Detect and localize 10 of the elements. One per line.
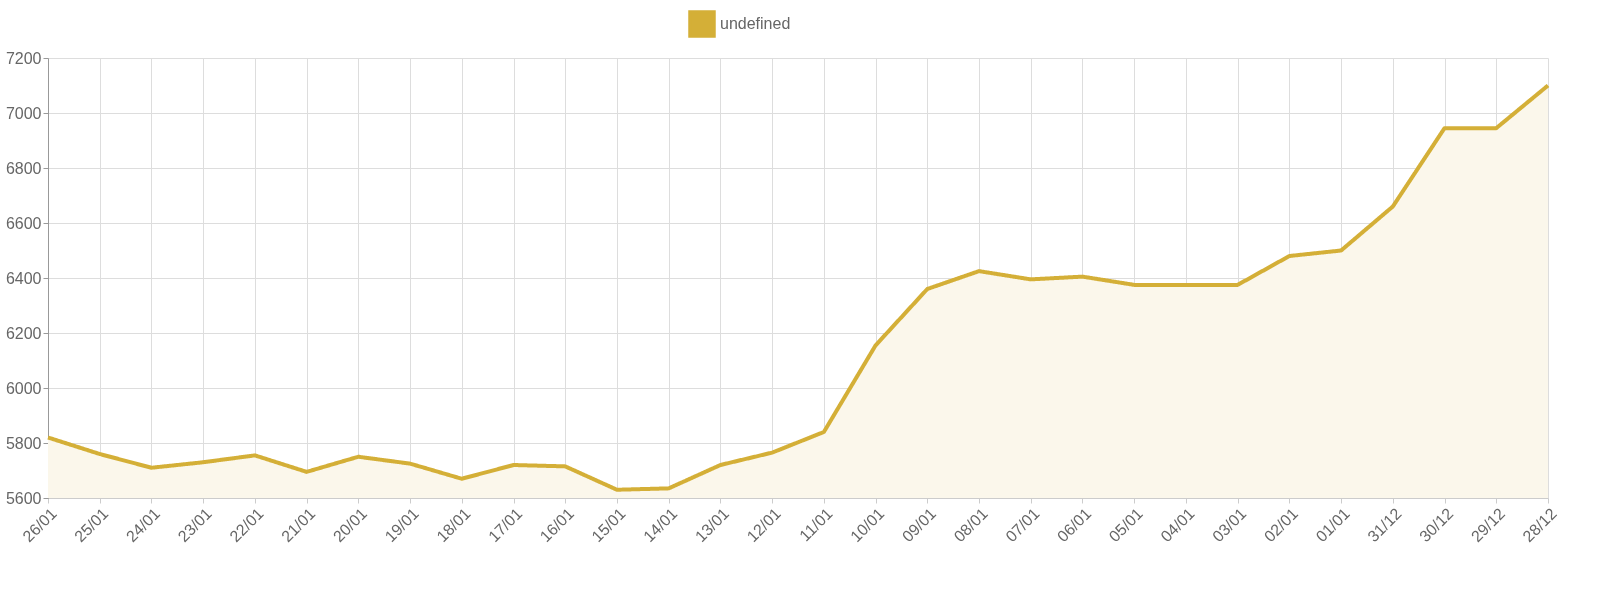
legend-label: undefined — [720, 15, 791, 32]
y-tick-label: 7000 — [5, 104, 42, 122]
y-tick-label: 5800 — [5, 434, 42, 452]
y-tick-label: 6800 — [5, 159, 42, 177]
y-tick-label: 5600 — [5, 489, 42, 507]
y-tick-label: 6200 — [5, 324, 42, 342]
y-tick-label: 7200 — [5, 49, 42, 67]
y-tick-label: 6000 — [5, 379, 42, 397]
y-tick-label: 6400 — [5, 269, 42, 287]
y-tick-label: 6600 — [5, 214, 42, 232]
